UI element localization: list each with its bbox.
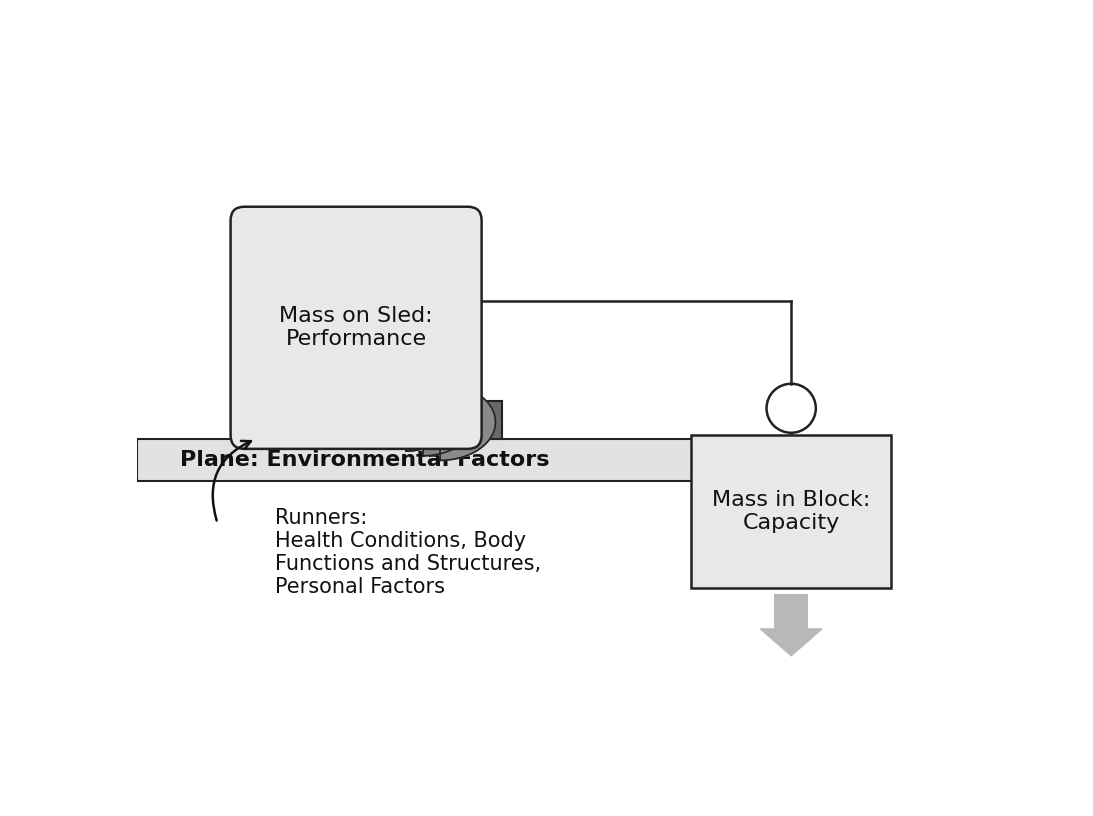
FancyArrowPatch shape xyxy=(213,441,251,521)
Text: Runners:
Health Conditions, Body
Functions and Structures,
Personal Factors: Runners: Health Conditions, Body Functio… xyxy=(275,508,541,597)
Polygon shape xyxy=(407,393,448,451)
Polygon shape xyxy=(761,629,822,656)
Bar xyxy=(691,435,891,588)
Bar xyxy=(240,401,503,439)
Text: Mass on Sled:
Performance: Mass on Sled: Performance xyxy=(280,306,433,349)
Polygon shape xyxy=(440,384,495,460)
Bar xyxy=(774,594,808,629)
Text: Plane: Environmental Factors: Plane: Environmental Factors xyxy=(180,450,550,470)
Polygon shape xyxy=(423,388,473,456)
FancyBboxPatch shape xyxy=(231,206,482,449)
Bar xyxy=(137,439,738,481)
Text: Mass in Block:
Capacity: Mass in Block: Capacity xyxy=(712,490,870,534)
